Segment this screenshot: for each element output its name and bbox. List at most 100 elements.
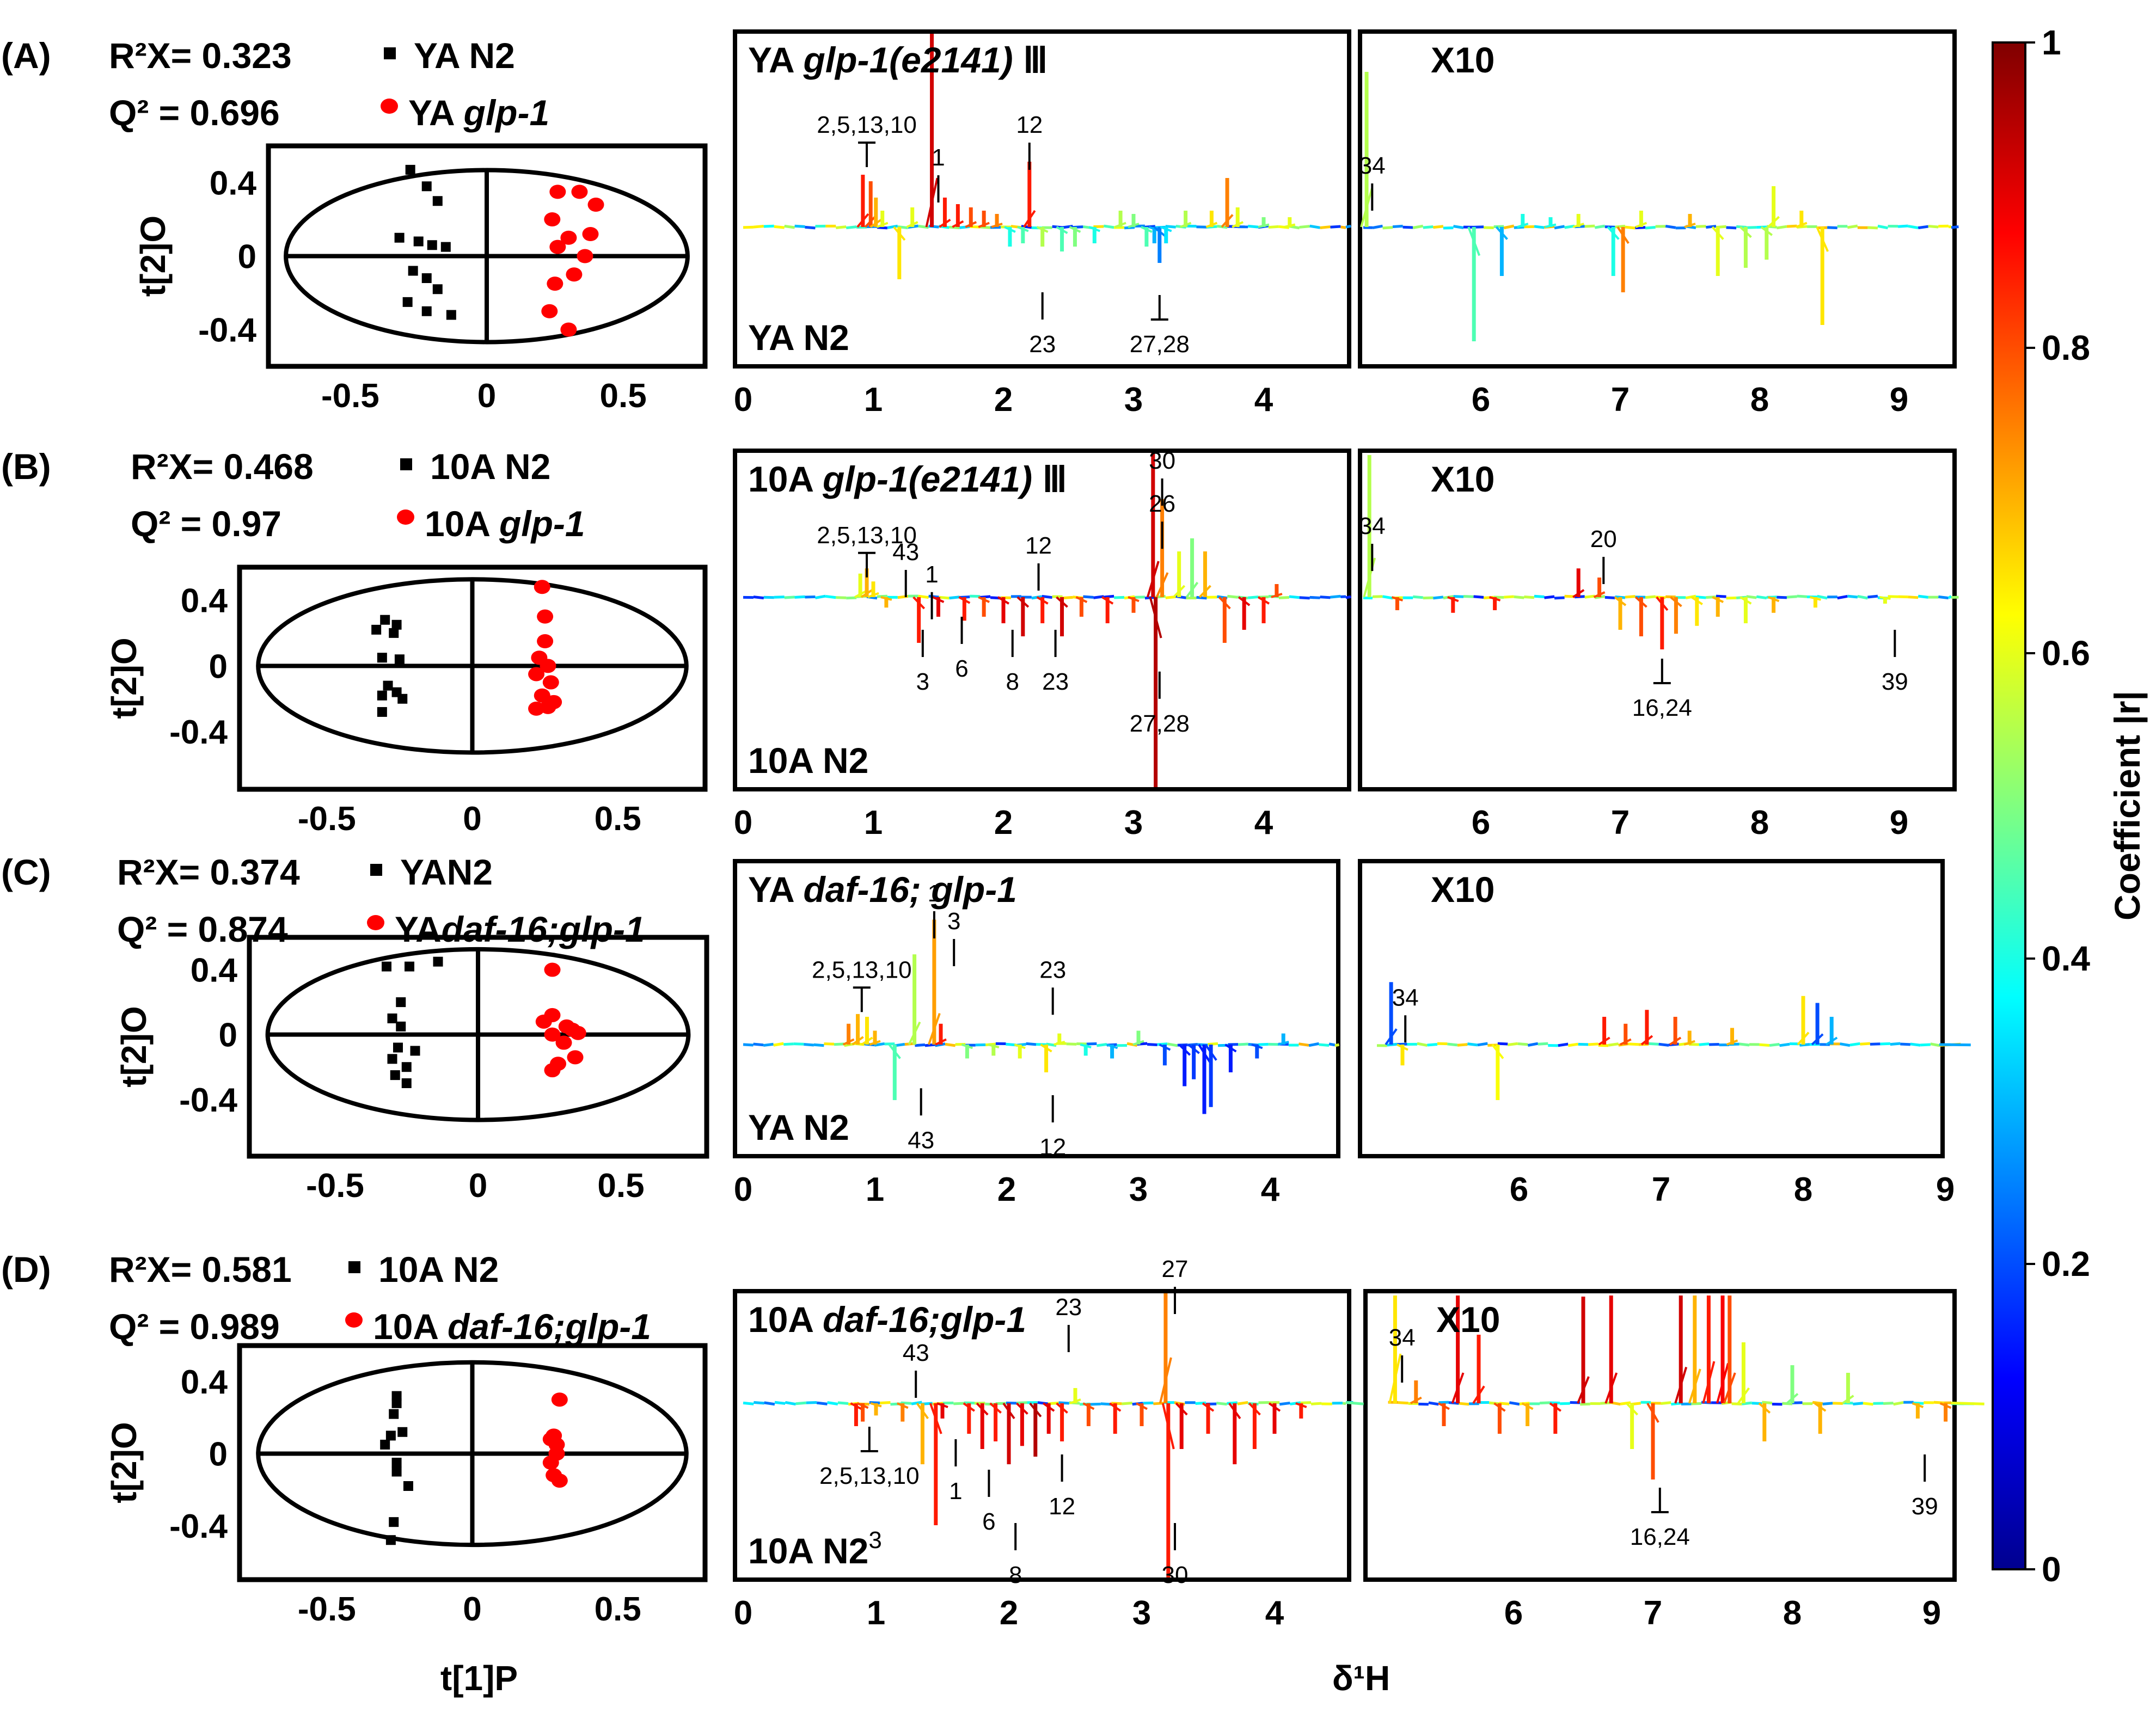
- spectrum-peak-shoulder: [1178, 1043, 1191, 1056]
- score-x-tick: -0.5: [306, 1167, 364, 1205]
- peak-annotation: 23: [1055, 1294, 1082, 1321]
- score-point-n2: [383, 680, 393, 691]
- score-point-mutant: [544, 1063, 561, 1078]
- spectrum-peak-shoulder: [1737, 1387, 1750, 1404]
- spectrum-peak-shoulder: [1179, 222, 1192, 228]
- peak-annotation: 34: [1359, 513, 1386, 539]
- score-point-n2: [396, 1021, 406, 1032]
- spectrum-peak-shoulder: [1251, 1043, 1263, 1049]
- spectrum-peak-shoulder: [1472, 1385, 1485, 1404]
- spectrum-peak-shoulder: [842, 1038, 855, 1046]
- spectrum-x-tick: 0: [734, 1594, 752, 1632]
- spectrum-peak-shoulder: [1232, 221, 1244, 228]
- peak-annotation: 6: [982, 1508, 995, 1535]
- spectrum-peak-shoulder: [976, 1402, 989, 1416]
- spectrum-peak-shoulder: [1646, 1403, 1659, 1423]
- spectrum-x-tick: 0: [734, 1171, 752, 1208]
- score-point-n2: [402, 297, 413, 307]
- spectrum-zoom-x-tick: 8: [1783, 1594, 1802, 1632]
- score-x-tick: 0.5: [597, 1167, 644, 1205]
- legend-marker-square: [400, 458, 412, 470]
- spectrum-peak-shoulder: [869, 1040, 881, 1046]
- spectrum-peak-shoulder: [1036, 596, 1049, 605]
- spectrum-peak-shoulder: [856, 213, 869, 228]
- score-point-n2: [432, 284, 443, 294]
- score-point-mutant: [540, 659, 556, 673]
- spectrum-peak-shoulder: [1816, 226, 1829, 252]
- score-point-mutant: [567, 1050, 584, 1065]
- peak-annotation: 2,5,13,10: [819, 1463, 920, 1489]
- spectrum-peak-shoulder: [1016, 596, 1030, 608]
- legend-label-mutant: YAdaf-16;glp-1: [395, 909, 645, 949]
- spectrum-peak-shoulder: [1204, 1043, 1217, 1061]
- score-point-n2: [391, 619, 402, 630]
- score-point-n2: [446, 310, 456, 320]
- score-point-mutant: [546, 695, 562, 709]
- spectrum-peak-shoulder: [867, 592, 879, 598]
- spectrum-peak-shoulder: [965, 221, 977, 228]
- score-point-n2: [391, 1458, 402, 1468]
- score-plot-0: -0.5 0 0.5 0.4 0 -0.4 t[2]O (A) R²X= 0.323 Q² = 0…: [1, 35, 708, 415]
- score-point-n2: [389, 1517, 399, 1527]
- spectrum-peak-shoulder: [1159, 1043, 1171, 1051]
- score-x-tick: -0.5: [298, 800, 356, 838]
- spectrum-zoom-x-tick: 9: [1890, 804, 1908, 842]
- score-point-mutant: [587, 198, 604, 212]
- spectrum-peak-shoulder: [935, 1038, 947, 1046]
- spectrum-peak-shoulder: [1056, 226, 1068, 234]
- spectrum-title: YA daf-16; glp-1: [748, 869, 1017, 910]
- colorbar-tick: 0.8: [2042, 328, 2090, 367]
- spectrum-peak-shoulder: [1493, 1402, 1506, 1412]
- spectrum-peak-shoulder: [916, 1402, 929, 1420]
- spectrum-zoom-x-tick: 7: [1611, 381, 1630, 419]
- spectrum-zoom-x-tick: 9: [1922, 1594, 1941, 1632]
- score-point-n2: [380, 615, 390, 625]
- spectrum-peak-shoulder: [939, 218, 951, 228]
- spectrum-peak-shoulder: [861, 1036, 873, 1046]
- colorbar-tick: 0: [2042, 1550, 2061, 1589]
- spectrum-peak-shoulder: [869, 218, 882, 228]
- spectrum-peak-shoulder: [1040, 1043, 1052, 1053]
- spectrum-frame-main: [733, 859, 1340, 1158]
- spectrum-peak-shoulder: [1187, 1043, 1200, 1054]
- spectrum-peak-shoulder: [870, 1402, 882, 1408]
- spectrum-peak-shoulder: [997, 596, 1010, 605]
- spectrum-peak-shoulder: [1146, 561, 1160, 598]
- peak-annotation: 43: [908, 1127, 934, 1153]
- spectrum-peak-shoulder: [1109, 1402, 1122, 1412]
- score-point-n2: [393, 1042, 403, 1053]
- score-point-mutant: [564, 1022, 581, 1037]
- score-point-n2: [394, 232, 405, 243]
- spectrum-frame-zoom: [1358, 29, 1957, 369]
- spectrum-peak-shoulder: [1014, 1043, 1026, 1049]
- score-y-tick: 0.4: [191, 952, 238, 990]
- spectrum-peak-shoulder: [1656, 596, 1669, 611]
- zoom-label: X10: [1436, 1299, 1500, 1340]
- score-plot-frame: [247, 935, 709, 1159]
- spectrum-x-tick: 1: [864, 804, 883, 842]
- spectrum-peak-shoulder: [1198, 1043, 1211, 1063]
- spectrum-peak-shoulder: [1004, 226, 1016, 233]
- spectrum-peak-shoulder: [1760, 226, 1773, 236]
- spectrum-peak-shoulder: [1517, 223, 1529, 228]
- spectrum-peak-shoulder: [1670, 596, 1682, 607]
- spectrum-peak-shoulder: [936, 1402, 948, 1408]
- score-x-tick: 0.5: [600, 377, 647, 415]
- q2-stat: Q² = 0.696: [109, 93, 280, 133]
- spectrum-frame-main: [733, 29, 1351, 369]
- spectrum-peak-shoulder: [1549, 1402, 1561, 1412]
- spectrum-peak-shoulder: [1545, 223, 1557, 228]
- spectrum-x-tick: 3: [1129, 1171, 1148, 1208]
- score-point-mutant: [542, 1432, 559, 1446]
- spectrum-peak-shoulder: [1811, 1033, 1824, 1046]
- peak-annotation: 39: [1912, 1493, 1938, 1520]
- score-point-n2: [385, 1535, 396, 1545]
- score-x-tick: 0: [469, 1167, 487, 1205]
- spectrum-peak-shoulder: [1029, 1402, 1042, 1417]
- spectrum-zoom-x-tick: 7: [1644, 1594, 1662, 1632]
- peak-annotation: 12: [1025, 532, 1052, 559]
- spectrum-title: 10A glp-1(e2141) Ⅲ: [748, 459, 1067, 499]
- score-point-mutant: [542, 675, 559, 690]
- colorbar-tick: 0.2: [2042, 1244, 2090, 1284]
- spectrum-peak-shoulder: [850, 1402, 862, 1410]
